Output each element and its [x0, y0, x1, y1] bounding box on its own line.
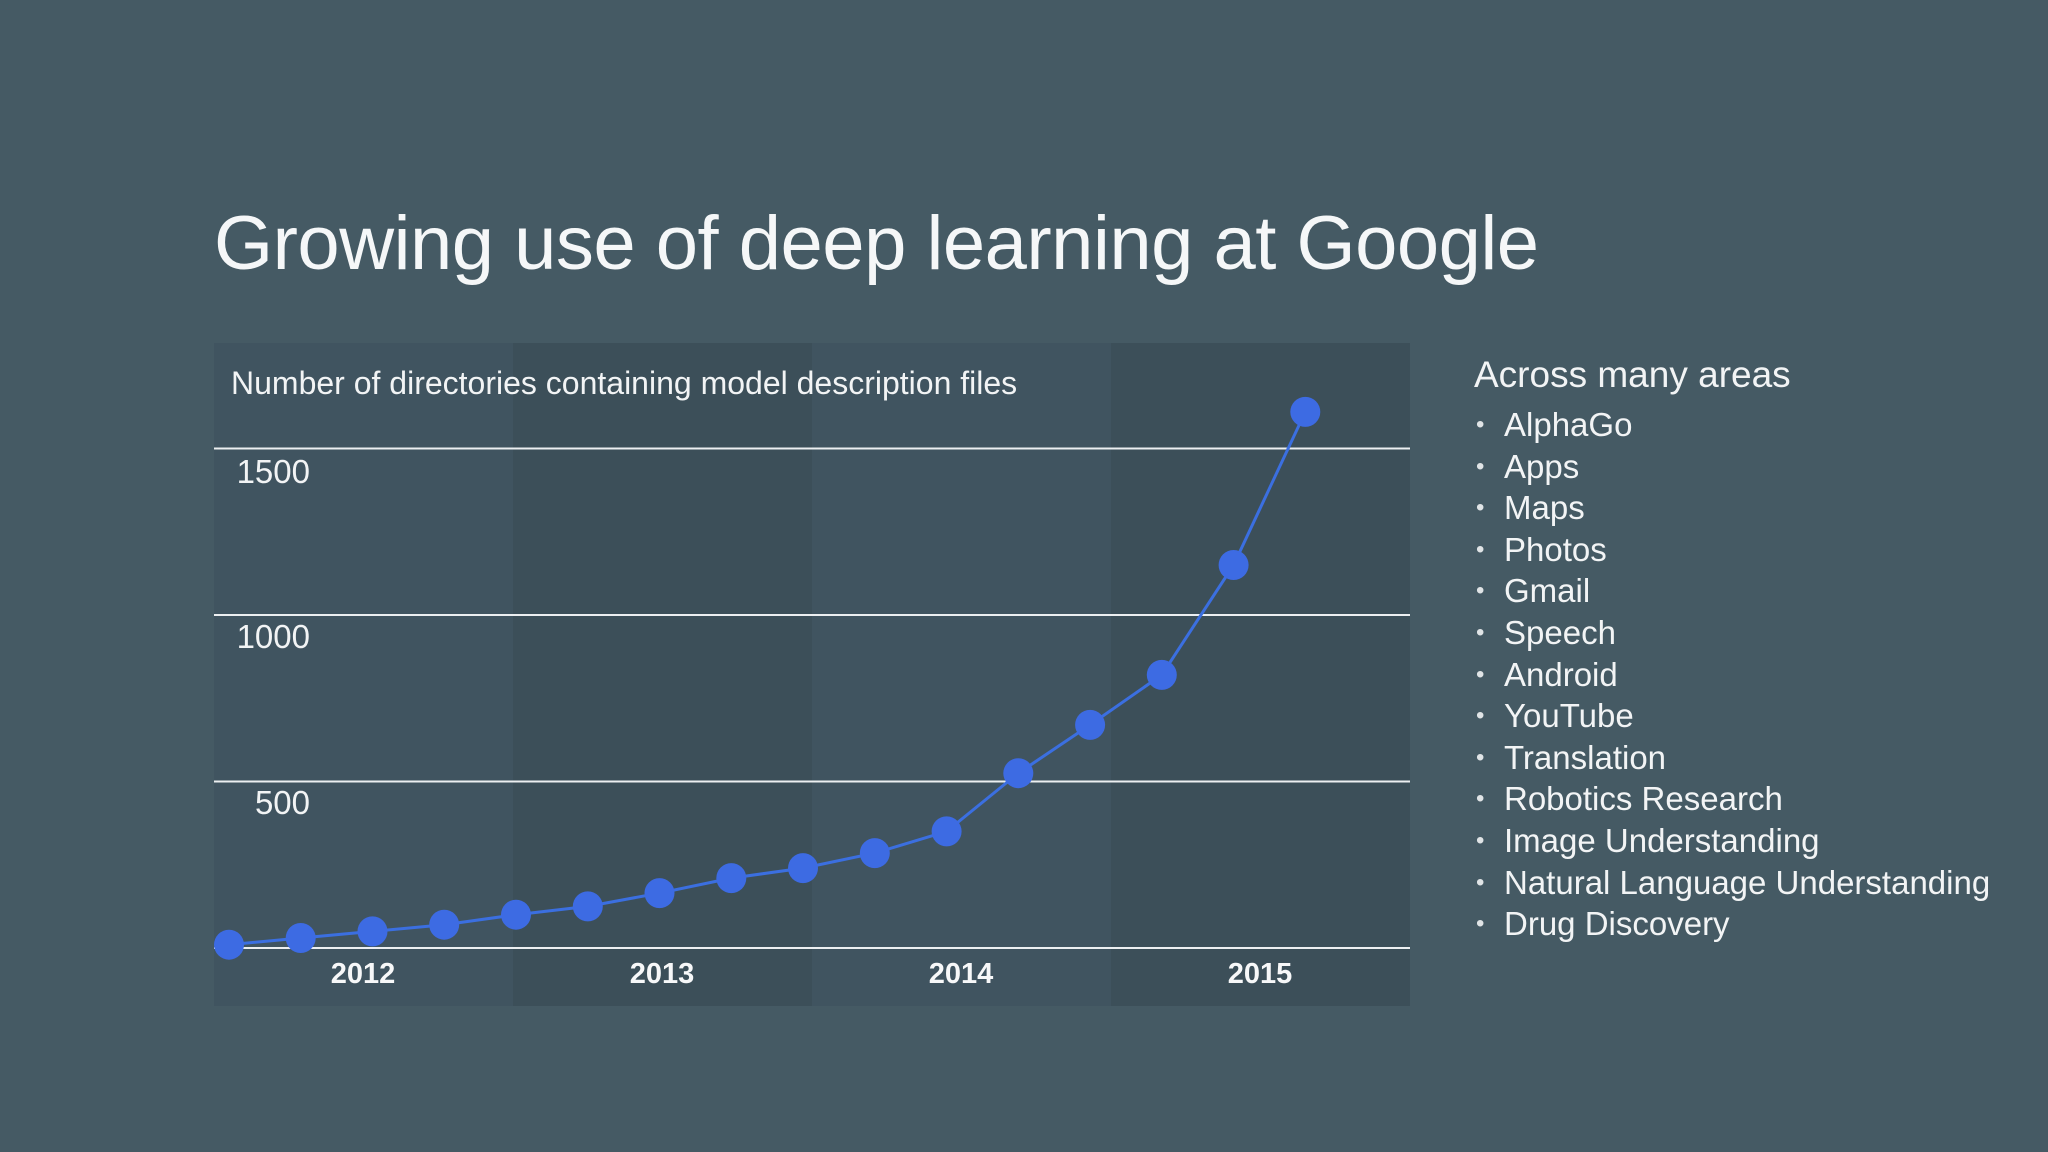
data-point-10: [859, 838, 890, 869]
x-tick-label-2013: 2013: [629, 958, 695, 990]
bullet-icon: •: [1476, 411, 1485, 438]
bullet-icon: •: [1476, 910, 1485, 938]
areas-list-item: • Robotics Research: [1474, 778, 2034, 820]
areas-item-label: Android: [1504, 655, 1618, 693]
areas-panel: Across many areas • AlphaGo • Apps • Maps •…: [1474, 354, 2034, 945]
data-point-6: [572, 891, 603, 922]
data-point-8: [716, 863, 747, 894]
bullet-icon: •: [1476, 702, 1485, 730]
bullet-icon: •: [1476, 577, 1485, 605]
bullet-icon: •: [1476, 494, 1485, 522]
year-bands: [214, 343, 1410, 1006]
areas-item-label: Translation: [1504, 738, 1667, 776]
chart-plot: [214, 343, 1410, 1006]
y-tick-label-1000: 1000: [236, 618, 310, 655]
bullet-icon: •: [1476, 452, 1485, 480]
year-band-2012: [214, 343, 513, 1006]
areas-list-item: • AlphaGo: [1474, 404, 2034, 446]
data-point-15: [1218, 550, 1249, 580]
areas-list-item: • Drug Discovery: [1474, 903, 2034, 945]
data-point-11: [931, 816, 962, 847]
areas-item-label: Gmail: [1504, 572, 1591, 610]
areas-list-item: • YouTube: [1474, 695, 2034, 737]
areas-list-item: • Photos: [1474, 529, 2034, 571]
bullet-icon: •: [1476, 535, 1485, 563]
data-point-4: [429, 909, 460, 940]
data-point-12: [1003, 758, 1034, 789]
bullet-icon: •: [1476, 660, 1485, 688]
data-point-5: [501, 899, 531, 930]
areas-list-item: • Gmail: [1474, 570, 2034, 612]
x-tick-label-2012: 2012: [330, 958, 396, 990]
areas-item-label: YouTube: [1504, 697, 1634, 735]
areas-item-label: AlphaGo: [1504, 406, 1633, 443]
areas-item-label: Natural Language Understanding: [1504, 863, 1991, 901]
areas-item-label: Apps: [1504, 447, 1580, 485]
series-points: [214, 396, 1321, 960]
bullet-icon: •: [1476, 618, 1485, 646]
data-point-13: [1075, 709, 1106, 740]
areas-list-item: • Android: [1474, 654, 2034, 696]
areas-item-label: Image Understanding: [1504, 821, 1820, 859]
data-point-14: [1146, 659, 1177, 690]
y-tick-label-500: 500: [254, 784, 310, 821]
areas-list-item: • Apps: [1474, 446, 2034, 488]
bullet-icon: •: [1476, 743, 1485, 771]
bullet-icon: •: [1476, 868, 1485, 896]
areas-list: • AlphaGo • Apps • Maps • Photos • Gmail • Spe…: [1474, 404, 2034, 945]
chart-subtitle: Number of directories containing model d…: [231, 365, 1018, 401]
areas-item-label: Speech: [1504, 613, 1616, 651]
data-point-2: [285, 923, 316, 953]
areas-item-label: Photos: [1504, 530, 1607, 568]
areas-list-item: • Speech: [1474, 612, 2034, 654]
areas-item-label: Maps: [1504, 489, 1585, 527]
x-tick-label-2014: 2014: [928, 958, 994, 990]
data-point-9: [788, 853, 818, 884]
data-point-16: [1290, 396, 1321, 427]
y-tick-label-1500: 1500: [236, 453, 310, 490]
areas-item-label: Drug Discovery: [1504, 905, 1730, 943]
bullet-icon: •: [1476, 785, 1485, 813]
areas-list-item: • Translation: [1474, 737, 2034, 779]
series-line-layer: [228, 411, 1307, 947]
year-band-2014: [812, 343, 1111, 1006]
series-line: [228, 411, 1307, 947]
areas-list-item: • Natural Language Understanding: [1474, 862, 2034, 904]
slide-title: Growing use of deep learning at Google: [214, 201, 1539, 286]
areas-item-label: Robotics Research: [1504, 780, 1783, 818]
areas-heading: Across many areas: [1474, 354, 1791, 395]
gridlines: [214, 447, 1410, 949]
bullet-icon: •: [1476, 826, 1485, 854]
areas-list-item: • Image Understanding: [1474, 820, 2034, 862]
chart-panel: Number of directories containing model d…: [214, 343, 1410, 1006]
data-point-7: [644, 878, 675, 909]
x-tick-label-2015: 2015: [1227, 958, 1293, 990]
areas-list-item: • Maps: [1474, 487, 2034, 529]
data-point-1: [214, 929, 244, 960]
data-point-3: [357, 916, 388, 947]
